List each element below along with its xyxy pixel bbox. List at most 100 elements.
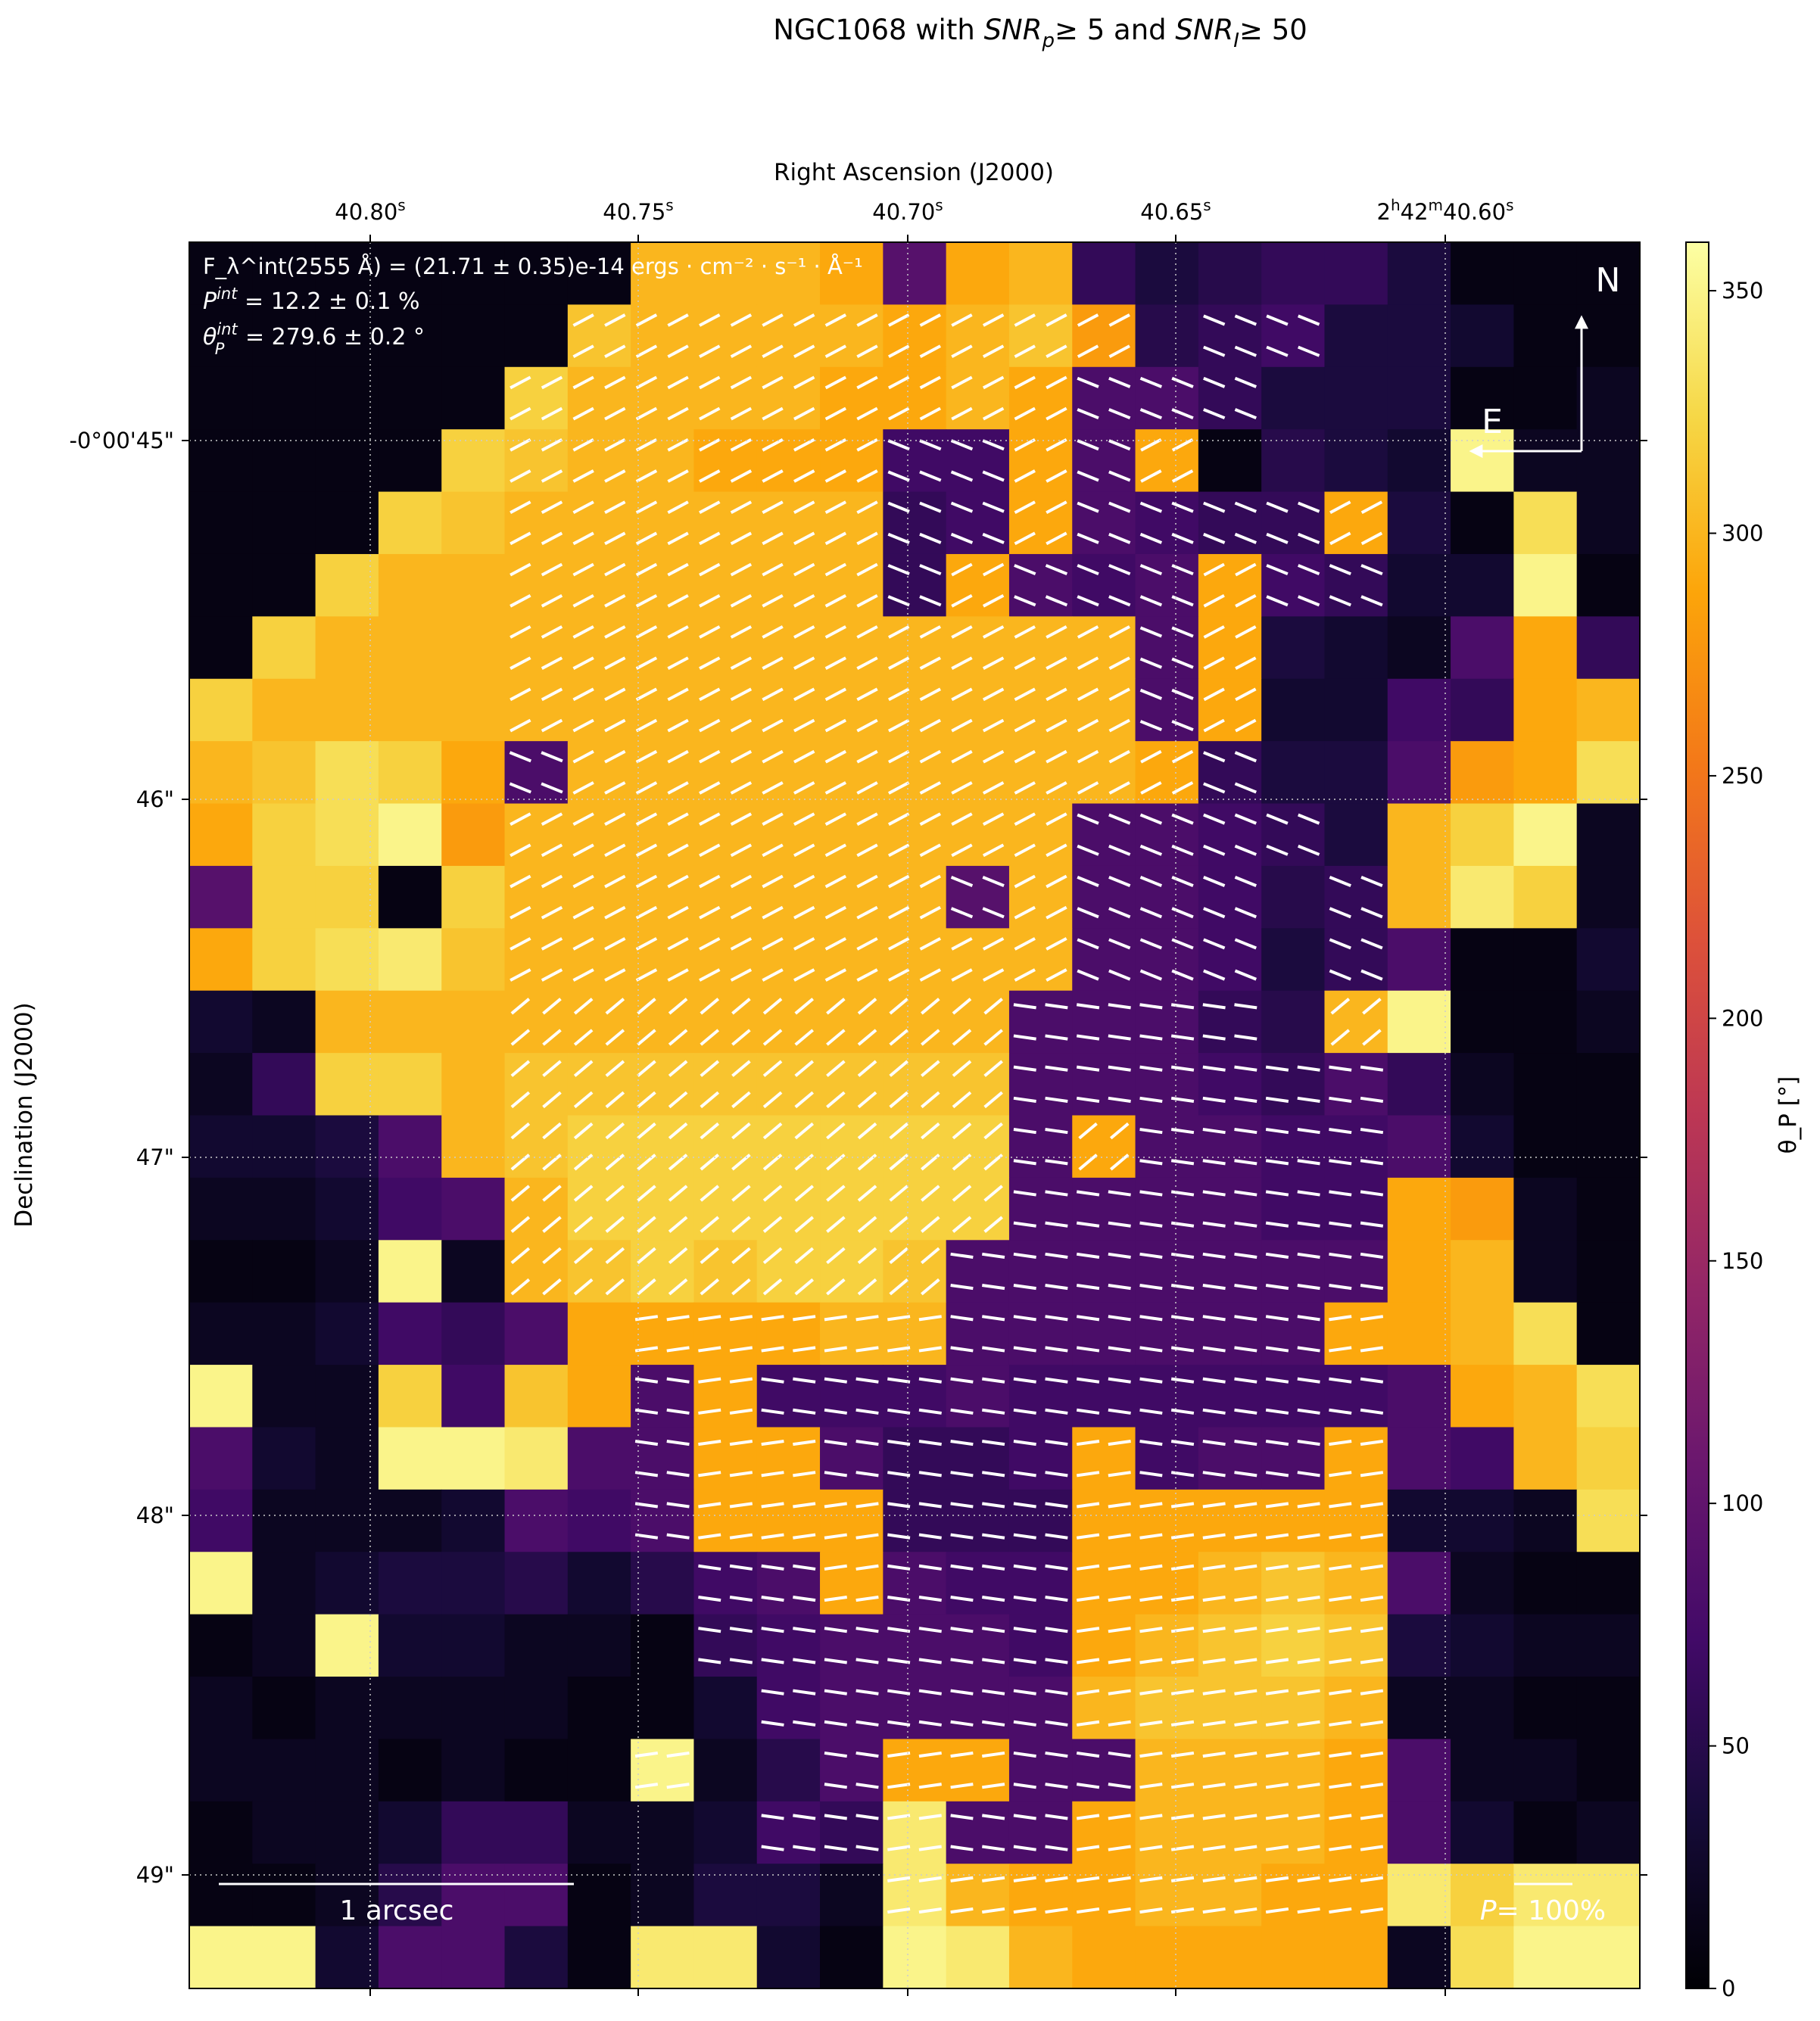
polarization-vector <box>1046 438 1067 452</box>
polarization-vector <box>1203 969 1226 981</box>
heatmap-cell <box>693 1427 758 1490</box>
polarization-vector <box>950 1502 974 1509</box>
heatmap-cell <box>1324 1365 1388 1428</box>
heatmap-cell <box>504 429 569 493</box>
polarization-vector <box>1014 905 1036 920</box>
heatmap-cell <box>189 1302 253 1365</box>
polarization-vector <box>1360 1315 1384 1322</box>
heatmap-cell <box>693 741 758 805</box>
polarization-vector <box>510 500 531 514</box>
polarization-vector <box>1170 1595 1195 1602</box>
heatmap-cell <box>189 1864 253 1927</box>
polarization-vector <box>982 593 1005 608</box>
polarization-vector <box>950 1658 974 1664</box>
polarization-vector <box>573 1060 594 1077</box>
heatmap-cell <box>946 1926 1010 1989</box>
heatmap-cell <box>1072 366 1136 430</box>
heatmap-cell <box>567 1677 631 1740</box>
heatmap-cell <box>189 1427 253 1490</box>
polarization-vector <box>918 1315 942 1322</box>
heatmap-cell <box>1261 1864 1326 1927</box>
heatmap-cell <box>693 242 758 305</box>
polarization-vector <box>1139 1190 1163 1197</box>
polarization-vector <box>887 1408 911 1415</box>
polarization-vector <box>887 1315 911 1322</box>
polarization-vector <box>951 344 973 358</box>
heatmap-cell <box>1072 1427 1136 1490</box>
heatmap-cell <box>1513 1427 1578 1490</box>
polarization-vector <box>1076 1003 1100 1010</box>
polarization-vector <box>1078 1122 1098 1140</box>
heatmap-cell <box>1387 1365 1451 1428</box>
heatmap-cell <box>315 865 379 929</box>
heatmap-cell <box>1387 553 1451 617</box>
polarization-vector <box>951 593 973 608</box>
polarization-vector <box>730 968 753 982</box>
polarization-vector <box>1139 1439 1163 1446</box>
polarization-vector <box>982 687 1005 702</box>
heatmap-cell <box>378 1115 442 1179</box>
polarization-vector <box>919 937 942 951</box>
heatmap-cell <box>315 1427 379 1490</box>
polarization-vector <box>1202 1783 1226 1789</box>
polarization-vector <box>698 1658 721 1664</box>
heatmap-cell <box>1198 928 1262 992</box>
polarization-vector <box>1234 1315 1257 1322</box>
polarization-vector <box>1046 656 1067 670</box>
heatmap-cell <box>378 242 442 305</box>
polarization-vector <box>1077 969 1099 981</box>
polarization-vector <box>1202 1689 1226 1696</box>
polarization-vector <box>730 593 753 608</box>
polarization-vector <box>762 874 784 889</box>
heatmap-cell <box>1198 1677 1262 1740</box>
heatmap-cell <box>1261 1177 1326 1241</box>
heatmap-cell <box>189 1926 253 1989</box>
polarization-vector <box>887 439 910 451</box>
polarization-vector <box>572 438 594 452</box>
heatmap-cell <box>1324 429 1388 493</box>
polarization-vector <box>762 531 784 546</box>
heatmap-cell <box>1135 990 1199 1054</box>
polarization-vector <box>887 1471 911 1478</box>
polarization-vector <box>762 438 784 452</box>
polarization-vector <box>1139 1658 1163 1664</box>
polarization-vector <box>824 375 847 390</box>
heatmap-cell <box>1198 1489 1262 1552</box>
heatmap-cell <box>1072 304 1136 368</box>
polarization-vector <box>510 1154 531 1171</box>
heatmap-cell <box>1261 242 1326 305</box>
polarization-vector <box>668 998 688 1015</box>
polarization-vector <box>572 656 594 670</box>
polarization-vector <box>1108 1814 1131 1820</box>
heatmap-cell <box>1387 865 1451 929</box>
heatmap-cell <box>1198 741 1262 805</box>
polarization-vector <box>1170 1876 1195 1882</box>
heatmap-cell <box>378 990 442 1054</box>
polarization-vector <box>1108 313 1130 327</box>
heatmap-cell <box>1451 491 1514 555</box>
polarization-vector <box>855 1658 879 1664</box>
polarization-vector <box>666 1377 690 1384</box>
polarization-vector <box>730 344 753 358</box>
heatmap-cell <box>378 1739 442 1802</box>
polarization-vector <box>700 1029 720 1046</box>
heatmap-cell <box>1261 865 1326 929</box>
polarization-vector <box>510 1122 531 1140</box>
polarization-vector <box>510 968 531 982</box>
polarization-vector <box>1013 1751 1036 1758</box>
polarization-vector <box>855 1377 879 1384</box>
polarization-vector <box>1171 938 1194 950</box>
heatmap-cell <box>504 678 569 742</box>
heatmap-cell <box>1513 803 1578 867</box>
polarization-vector <box>1140 781 1162 795</box>
heatmap-cell <box>567 1365 631 1428</box>
polarization-vector <box>887 1814 911 1820</box>
polarization-vector <box>1234 1252 1257 1259</box>
colorbar <box>1685 241 1709 1989</box>
heatmap-cell <box>1324 1552 1388 1615</box>
heatmap-cell <box>252 990 316 1054</box>
polarization-vector <box>1077 844 1099 856</box>
polarization-vector <box>637 1278 656 1296</box>
polarization-vector <box>824 1533 848 1540</box>
